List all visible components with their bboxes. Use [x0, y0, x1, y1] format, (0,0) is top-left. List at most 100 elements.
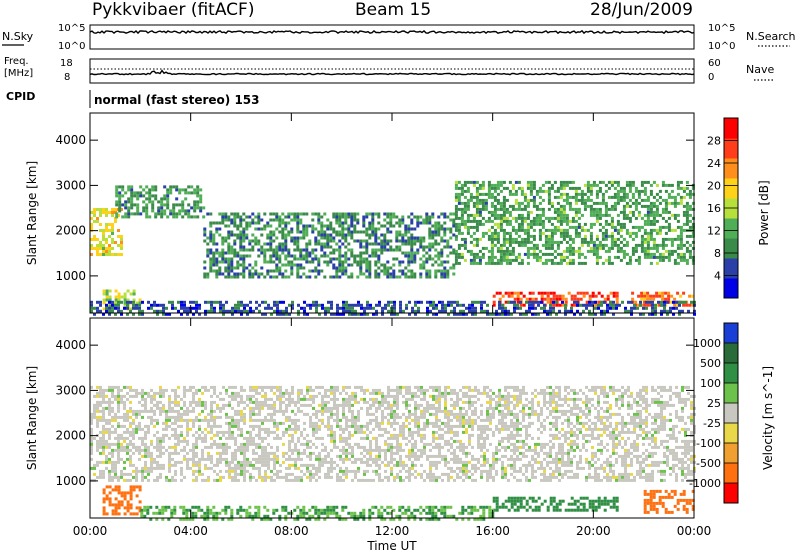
- velocity-cell: [114, 460, 117, 464]
- power-cell: [111, 211, 114, 214]
- power-cell: [532, 249, 536, 253]
- velocity-cell: [273, 412, 276, 416]
- velocity-cell: [210, 400, 213, 404]
- power-cell: [634, 201, 638, 205]
- power-cell: [326, 227, 330, 231]
- power-cell: [604, 189, 608, 193]
- power-cell: [216, 300, 219, 304]
- velocity-cell: [117, 385, 120, 389]
- power-cell: [365, 233, 369, 237]
- power-cell: [320, 224, 324, 228]
- power-cell: [646, 216, 650, 220]
- power-cell: [267, 306, 270, 310]
- power-cell: [219, 309, 222, 313]
- power-cell: [96, 244, 99, 247]
- velocity-cell: [297, 391, 300, 395]
- power-cell: [610, 195, 614, 199]
- power-cell: [583, 261, 587, 265]
- power-cell: [114, 208, 117, 211]
- power-cell: [203, 227, 207, 231]
- power-cell: [425, 260, 429, 264]
- velocity-cell: [240, 433, 243, 437]
- velocity-cell: [306, 469, 309, 473]
- power-cell: [178, 209, 182, 213]
- power-cell: [114, 301, 118, 305]
- power-cell: [102, 229, 105, 232]
- velocity-cell: [204, 388, 207, 392]
- power-cell: [231, 312, 234, 316]
- velocity-cell: [360, 385, 363, 389]
- velocity-cell: [366, 412, 369, 416]
- power-cell: [108, 304, 112, 308]
- power-cell: [496, 180, 500, 184]
- power-cell: [484, 261, 488, 265]
- power-cell: [123, 304, 127, 308]
- power-cell: [416, 224, 420, 228]
- power-cell: [555, 297, 559, 301]
- power-cell: [526, 240, 530, 244]
- power-cell: [452, 218, 456, 222]
- power-cell: [679, 246, 683, 250]
- power-cell: [597, 300, 601, 304]
- power-cell: [574, 225, 578, 229]
- power-cell: [664, 183, 668, 187]
- power-cell: [457, 222, 461, 226]
- velocity-cell: [294, 475, 297, 479]
- power-cell: [105, 247, 108, 250]
- power-cell: [514, 216, 518, 220]
- velocity-cell: [144, 463, 147, 467]
- power-cell: [597, 303, 600, 307]
- power-cell: [457, 261, 461, 265]
- velocity-cell: [189, 385, 192, 389]
- power-cell: [534, 312, 537, 316]
- velocity-cell: [228, 427, 231, 431]
- velocity-cell: [327, 469, 330, 473]
- velocity-cell: [240, 445, 243, 449]
- power-cell: [171, 306, 174, 310]
- velocity-cell: [258, 436, 261, 440]
- power-cell: [215, 260, 219, 264]
- velocity-cell: [195, 388, 198, 392]
- power-cell: [673, 201, 677, 205]
- power-cell: [688, 189, 692, 193]
- power-cell: [679, 186, 683, 190]
- power-cell: [269, 248, 273, 252]
- power-cell: [526, 216, 530, 220]
- power-cell: [284, 215, 288, 219]
- power-cell: [472, 258, 476, 262]
- velocity-cell: [99, 385, 102, 389]
- power-cell: [655, 219, 659, 223]
- power-cell: [502, 240, 506, 244]
- power-cell: [440, 239, 444, 243]
- velocity-cell: [246, 460, 249, 464]
- power-cell: [435, 312, 438, 316]
- velocity-cell: [231, 406, 234, 410]
- velocity-cell: [213, 478, 216, 482]
- power-cell: [562, 234, 566, 238]
- velocity-cell: [348, 433, 351, 437]
- power-cell: [248, 272, 252, 276]
- power-cell: [254, 263, 258, 267]
- velocity-cell: [201, 418, 204, 422]
- power-cell: [381, 309, 384, 313]
- power-cell: [573, 300, 576, 304]
- power-cell: [490, 249, 494, 253]
- velocity-cell: [120, 397, 123, 401]
- power-cell: [555, 312, 558, 316]
- power-cell: [472, 204, 476, 208]
- power-cell: [571, 195, 575, 199]
- power-cell: [111, 208, 114, 211]
- velocity-cell: [345, 439, 348, 443]
- power-cell: [160, 215, 164, 219]
- power-cell: [595, 195, 599, 199]
- power-cell: [577, 246, 581, 250]
- power-cell: [628, 219, 632, 223]
- power-cell: [475, 207, 479, 211]
- velocity-cell: [129, 385, 132, 389]
- velocity-cell: [366, 460, 369, 464]
- power-cell: [493, 213, 497, 217]
- velocity-cell: [267, 466, 270, 470]
- velocity-cell: [165, 475, 168, 479]
- velocity-cell: [216, 478, 219, 482]
- power-cell: [538, 228, 542, 232]
